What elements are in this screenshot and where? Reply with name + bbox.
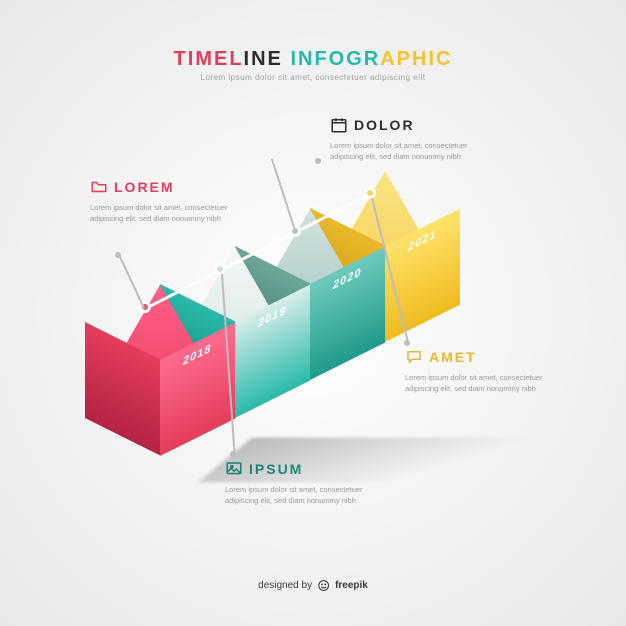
leader-lorem	[118, 254, 145, 309]
title-seg-2: INE	[244, 48, 283, 70]
freepik-logo-icon	[317, 579, 330, 592]
footer-brand: freepik	[335, 580, 368, 591]
leader-end-ipsum	[230, 451, 236, 457]
timeline-scene: 2021 2020 2019 2018	[85, 190, 545, 470]
calendar-icon	[330, 116, 348, 134]
leader-end-amet	[404, 340, 410, 346]
leader-end-lorem	[115, 252, 121, 258]
attribution: designed by freepik	[258, 579, 368, 592]
ground-shadow	[198, 438, 572, 483]
callout-dolor: DOLOR Lorem ipsum dolor sit amet, consec…	[330, 116, 480, 163]
leader-end-dolor	[315, 158, 321, 164]
page-subtitle: Lorem ipsum dolor sit amet, consectetuer…	[174, 73, 453, 82]
leader-dolor	[271, 159, 296, 231]
title-seg-4: APHIC	[380, 48, 452, 70]
title-seg-1: TIMEL	[174, 48, 244, 70]
callout-body: Lorem ipsum dolor sit amet, consectetuer…	[330, 140, 480, 163]
page-title: TIMELINE INFOGRAPHIC Lorem ipsum dolor s…	[174, 48, 453, 82]
footer-prefix: designed by	[258, 580, 312, 591]
title-seg-3: INFOGR	[283, 48, 380, 70]
callout-title: DOLOR	[354, 117, 415, 133]
callout-body: Lorem ipsum dolor sit amet, consectetuer…	[225, 484, 375, 507]
